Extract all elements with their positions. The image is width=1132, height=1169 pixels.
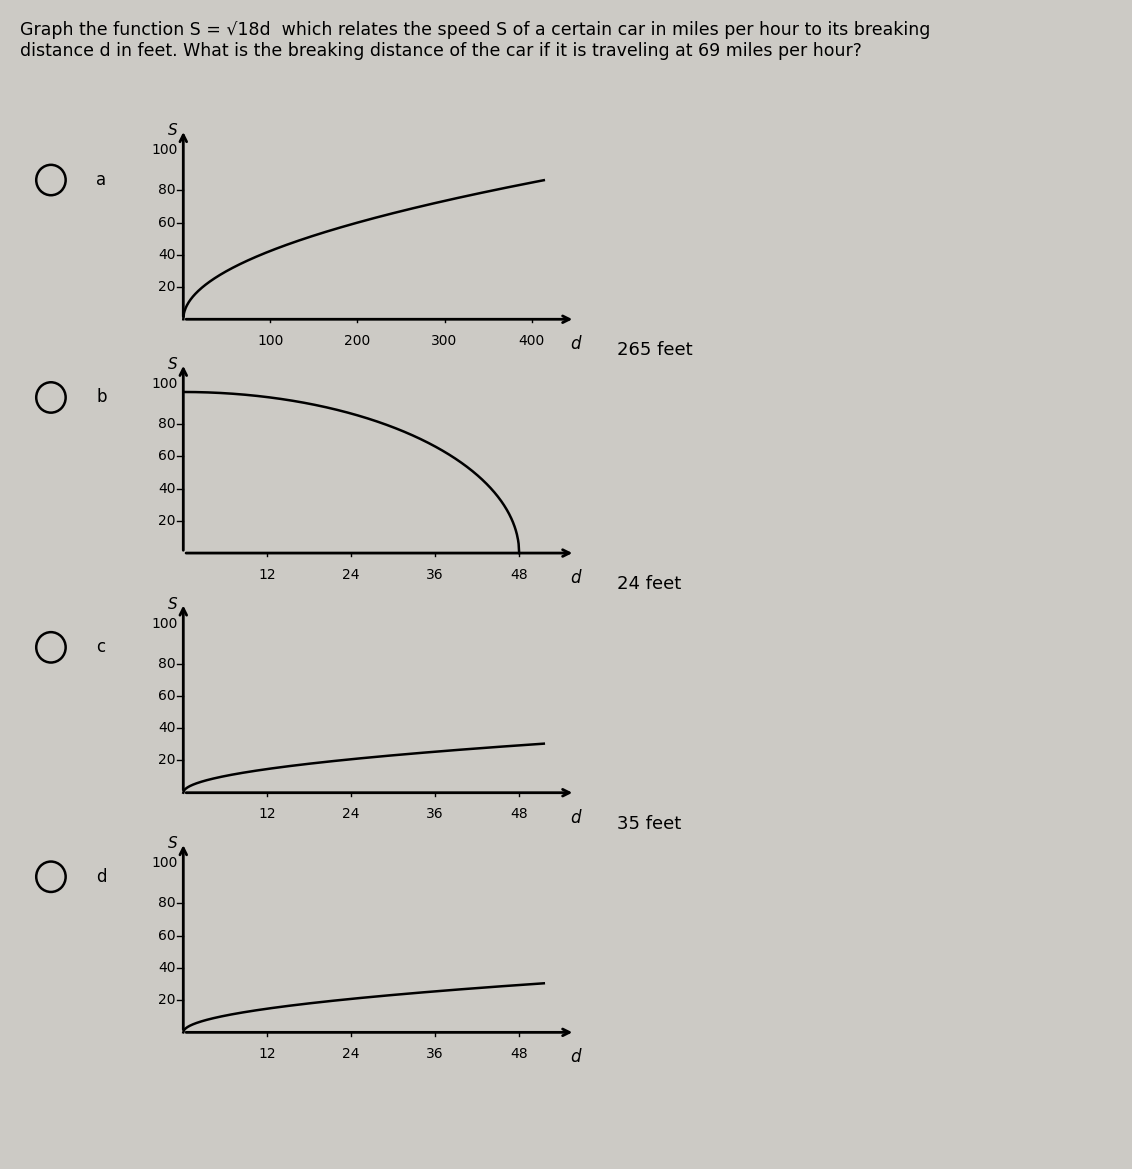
Text: d: d — [569, 336, 581, 353]
Text: d: d — [569, 1049, 581, 1066]
Text: 12: 12 — [258, 568, 276, 581]
Text: 12: 12 — [258, 808, 276, 821]
Text: 60: 60 — [157, 215, 175, 229]
Text: 24: 24 — [343, 808, 360, 821]
Text: 400: 400 — [518, 334, 544, 347]
Text: 80: 80 — [157, 657, 175, 671]
Text: S: S — [168, 123, 178, 138]
Text: 36: 36 — [427, 808, 444, 821]
Text: 100: 100 — [151, 376, 178, 390]
Text: b: b — [96, 388, 106, 407]
Text: 100: 100 — [257, 334, 283, 347]
Text: 20: 20 — [158, 514, 175, 528]
Text: d: d — [96, 867, 106, 886]
Text: 12: 12 — [258, 1047, 276, 1060]
Text: 35 feet: 35 feet — [617, 815, 681, 832]
Text: 80: 80 — [157, 897, 175, 911]
Text: 40: 40 — [158, 961, 175, 975]
Text: 24: 24 — [343, 568, 360, 581]
Text: 48: 48 — [511, 568, 528, 581]
Text: 100: 100 — [151, 143, 178, 157]
Text: 48: 48 — [511, 1047, 528, 1060]
Text: a: a — [96, 171, 106, 189]
Text: 40: 40 — [158, 721, 175, 735]
Text: distance d in feet. What is the breaking distance of the car if it is traveling : distance d in feet. What is the breaking… — [20, 42, 863, 60]
Text: Graph the function S = √18d  which relates the speed S of a certain car in miles: Graph the function S = √18d which relate… — [20, 21, 931, 39]
Text: c: c — [96, 638, 105, 656]
Text: 24: 24 — [343, 1047, 360, 1060]
Text: 40: 40 — [158, 248, 175, 262]
Text: 24 feet: 24 feet — [617, 575, 681, 593]
Text: 36: 36 — [427, 1047, 444, 1060]
Text: 80: 80 — [157, 184, 175, 198]
Text: S: S — [168, 357, 178, 372]
Text: 300: 300 — [431, 334, 457, 347]
Text: 100: 100 — [151, 616, 178, 630]
Text: 36: 36 — [427, 568, 444, 581]
Text: 60: 60 — [157, 928, 175, 942]
Text: 40: 40 — [158, 482, 175, 496]
Text: d: d — [569, 569, 581, 587]
Text: 48: 48 — [511, 808, 528, 821]
Text: 200: 200 — [344, 334, 370, 347]
Text: 20: 20 — [158, 994, 175, 1008]
Text: S: S — [168, 596, 178, 611]
Text: 60: 60 — [157, 449, 175, 463]
Text: 20: 20 — [158, 754, 175, 768]
Text: 20: 20 — [158, 281, 175, 295]
Text: 80: 80 — [157, 417, 175, 431]
Text: d: d — [569, 809, 581, 826]
Text: 60: 60 — [157, 689, 175, 703]
Text: 265 feet: 265 feet — [617, 341, 693, 359]
Text: S: S — [168, 836, 178, 851]
Text: 100: 100 — [151, 856, 178, 870]
